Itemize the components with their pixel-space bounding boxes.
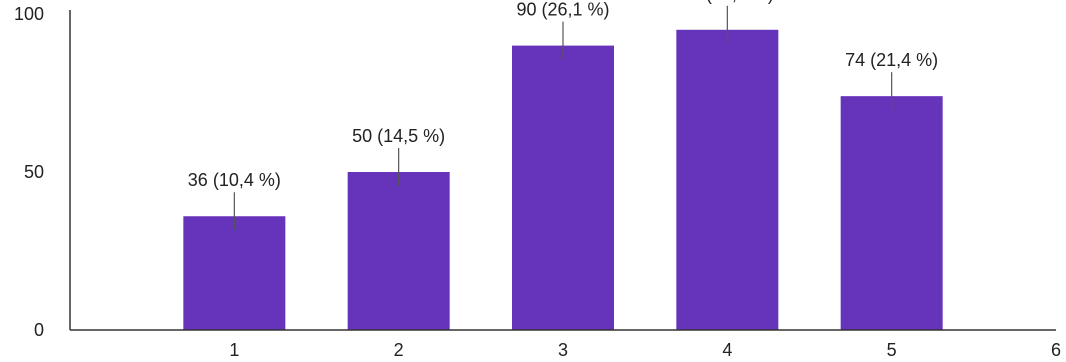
- data-label: 74 (21,4 %): [845, 50, 938, 70]
- y-tick-label: 50: [24, 162, 44, 182]
- x-tick-label: 4: [722, 340, 732, 360]
- bar: [512, 46, 614, 330]
- x-tick-label: 3: [558, 340, 568, 360]
- data-label: 36 (10,4 %): [188, 170, 281, 190]
- bar: [841, 96, 943, 330]
- bar: [348, 172, 450, 330]
- data-label: 95 (27,5 %): [681, 0, 774, 4]
- y-tick-label: 100: [14, 4, 44, 24]
- x-tick-label: 5: [887, 340, 897, 360]
- bar: [676, 30, 778, 330]
- y-tick-label: 0: [34, 320, 44, 340]
- bars: [183, 30, 942, 330]
- x-tick-label: 6: [1051, 340, 1061, 360]
- bar: [183, 216, 285, 330]
- x-tick-label: 2: [394, 340, 404, 360]
- data-label: 50 (14,5 %): [352, 126, 445, 146]
- x-tick-label: 1: [229, 340, 239, 360]
- y-axis-ticks: 0 50 100: [14, 4, 44, 340]
- data-label: 90 (26,1 %): [516, 0, 609, 20]
- x-axis-ticks: 1 2 3 4 5 6: [229, 340, 1061, 360]
